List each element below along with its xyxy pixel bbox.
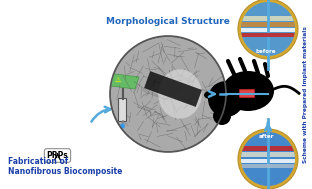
FancyBboxPatch shape	[241, 33, 295, 37]
FancyBboxPatch shape	[29, 107, 41, 119]
Circle shape	[241, 132, 295, 186]
Circle shape	[241, 2, 295, 56]
FancyBboxPatch shape	[3, 4, 309, 185]
FancyBboxPatch shape	[25, 79, 90, 149]
FancyBboxPatch shape	[29, 121, 41, 133]
FancyBboxPatch shape	[29, 79, 41, 91]
FancyBboxPatch shape	[241, 28, 295, 32]
Ellipse shape	[222, 71, 274, 111]
FancyBboxPatch shape	[2, 2, 310, 187]
FancyBboxPatch shape	[29, 93, 41, 105]
FancyBboxPatch shape	[57, 107, 69, 119]
Ellipse shape	[25, 74, 90, 84]
FancyBboxPatch shape	[241, 164, 295, 168]
Circle shape	[208, 81, 244, 117]
FancyBboxPatch shape	[241, 159, 295, 163]
FancyBboxPatch shape	[43, 79, 55, 91]
Text: PRPs: PRPs	[46, 151, 68, 160]
FancyBboxPatch shape	[71, 107, 83, 119]
Ellipse shape	[25, 143, 90, 155]
Circle shape	[110, 36, 226, 152]
Polygon shape	[103, 73, 139, 89]
FancyBboxPatch shape	[57, 121, 69, 133]
FancyBboxPatch shape	[43, 121, 55, 133]
FancyBboxPatch shape	[241, 22, 295, 27]
Circle shape	[213, 107, 231, 125]
Ellipse shape	[204, 91, 216, 99]
FancyBboxPatch shape	[71, 79, 83, 91]
FancyBboxPatch shape	[144, 71, 202, 107]
FancyBboxPatch shape	[57, 93, 69, 105]
Circle shape	[120, 123, 125, 129]
FancyBboxPatch shape	[43, 93, 55, 105]
Text: ⚠: ⚠	[115, 77, 121, 83]
Polygon shape	[100, 66, 145, 89]
FancyBboxPatch shape	[27, 89, 88, 136]
FancyBboxPatch shape	[241, 146, 295, 151]
Circle shape	[238, 0, 298, 59]
Circle shape	[238, 129, 298, 189]
FancyBboxPatch shape	[43, 107, 55, 119]
Text: Scheme with Prepared Implant materials: Scheme with Prepared Implant materials	[303, 27, 308, 163]
FancyBboxPatch shape	[71, 93, 83, 105]
Ellipse shape	[158, 69, 202, 119]
FancyBboxPatch shape	[119, 98, 126, 122]
Text: Fabrication of
Nanofibrous Biocomposite: Fabrication of Nanofibrous Biocomposite	[8, 157, 122, 176]
Text: before: before	[256, 49, 276, 54]
FancyBboxPatch shape	[241, 152, 295, 157]
FancyBboxPatch shape	[57, 79, 69, 91]
Text: after: after	[258, 134, 274, 139]
FancyBboxPatch shape	[241, 16, 295, 21]
Text: Morphological Structure: Morphological Structure	[106, 17, 230, 26]
FancyBboxPatch shape	[71, 121, 83, 133]
FancyBboxPatch shape	[240, 90, 255, 98]
